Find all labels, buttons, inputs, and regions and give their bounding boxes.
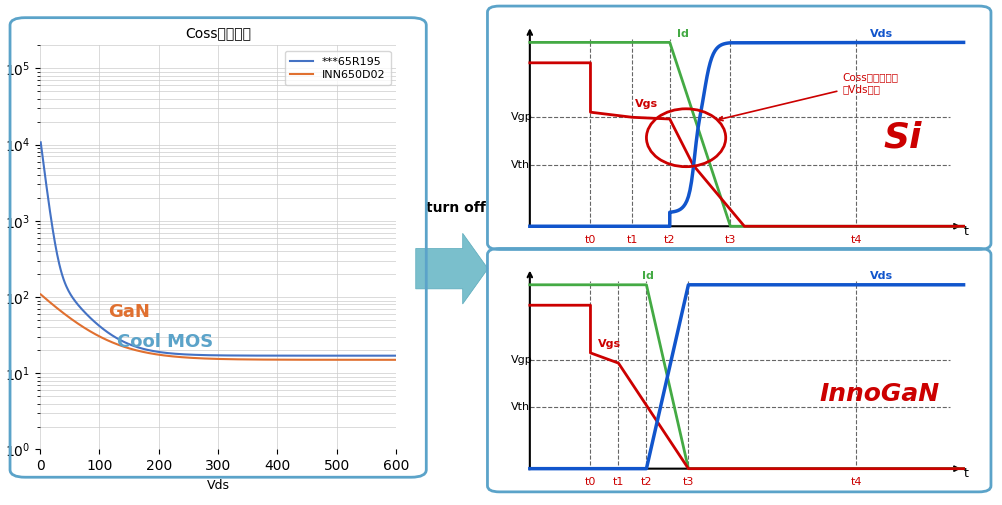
Text: Vgp: Vgp bbox=[511, 112, 532, 122]
Text: Id: Id bbox=[641, 271, 653, 281]
Text: Cool MOS: Cool MOS bbox=[117, 333, 213, 351]
Title: Coss曲线对比: Coss曲线对比 bbox=[185, 26, 250, 40]
Text: Vds: Vds bbox=[870, 271, 893, 281]
Text: t1: t1 bbox=[612, 477, 623, 487]
INN650D02 bbox=[226, 356, 238, 362]
INN650D02 bbox=[390, 357, 402, 363]
Line: INN650D02: INN650D02 bbox=[41, 294, 396, 360]
Text: Si: Si bbox=[883, 121, 921, 155]
***65R195 bbox=[35, 139, 47, 145]
***65R195 bbox=[205, 352, 217, 358]
INN650D02 bbox=[326, 357, 338, 363]
Text: Vgs: Vgs bbox=[634, 99, 657, 109]
Text: t0: t0 bbox=[584, 235, 595, 245]
Text: turn off: turn off bbox=[426, 201, 486, 215]
Text: t3: t3 bbox=[724, 235, 735, 245]
Text: t4: t4 bbox=[850, 477, 861, 487]
Text: Id: Id bbox=[676, 29, 688, 39]
Text: t0: t0 bbox=[584, 477, 595, 487]
Text: Coss线性度差导
致Vds突变: Coss线性度差导 致Vds突变 bbox=[717, 72, 898, 121]
Text: t: t bbox=[963, 225, 967, 238]
Text: Vth: Vth bbox=[511, 402, 530, 413]
INN650D02 bbox=[205, 356, 217, 362]
INN650D02 bbox=[381, 357, 393, 363]
***65R195 bbox=[226, 352, 238, 359]
Text: t1: t1 bbox=[626, 235, 637, 245]
Text: t4: t4 bbox=[850, 235, 861, 245]
FancyArrow shape bbox=[415, 233, 487, 304]
Text: InnoGaN: InnoGaN bbox=[819, 382, 939, 406]
Text: t: t bbox=[963, 467, 967, 480]
***65R195 bbox=[390, 352, 402, 359]
***65R195 bbox=[246, 352, 259, 359]
***65R195 bbox=[381, 352, 393, 359]
Text: t3: t3 bbox=[682, 477, 693, 487]
Text: GaN: GaN bbox=[108, 303, 150, 321]
Line: ***65R195: ***65R195 bbox=[41, 142, 396, 356]
Text: Vds: Vds bbox=[870, 29, 893, 39]
***65R195 bbox=[203, 352, 215, 358]
Text: Vgp: Vgp bbox=[511, 355, 532, 365]
Legend: ***65R195, INN650D02: ***65R195, INN650D02 bbox=[285, 51, 390, 85]
INN650D02 bbox=[246, 357, 259, 363]
Text: t2: t2 bbox=[640, 477, 651, 487]
Text: Vgs: Vgs bbox=[597, 339, 620, 349]
X-axis label: Vds: Vds bbox=[206, 479, 229, 492]
INN650D02 bbox=[35, 291, 47, 297]
Text: Vth: Vth bbox=[511, 160, 530, 170]
Text: t2: t2 bbox=[663, 235, 674, 245]
***65R195 bbox=[326, 352, 338, 359]
INN650D02 bbox=[203, 356, 215, 362]
